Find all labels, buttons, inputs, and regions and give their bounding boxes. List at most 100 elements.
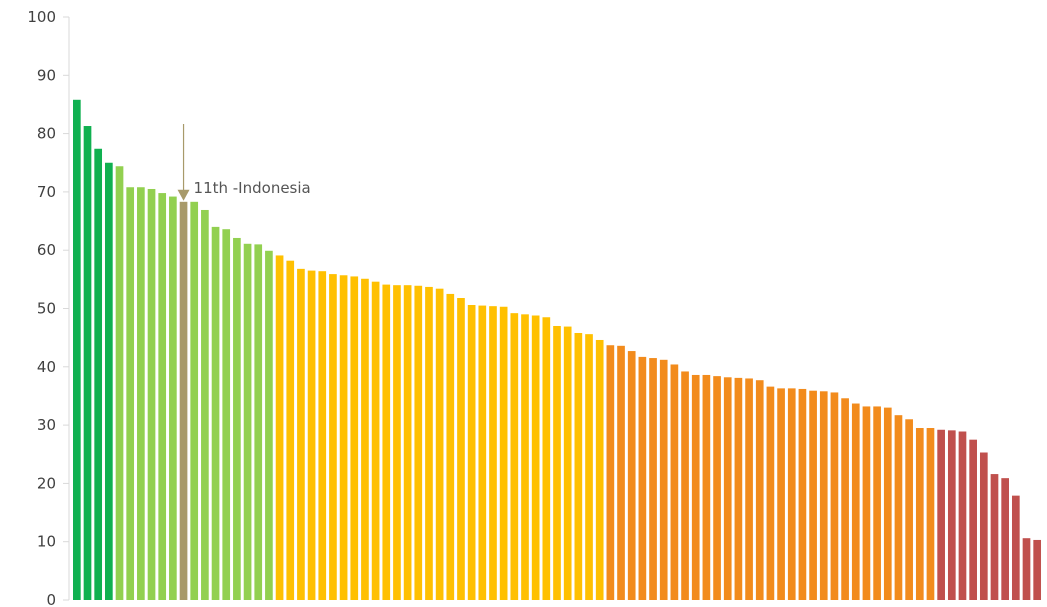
- bar: [830, 392, 839, 600]
- bar: [713, 376, 721, 600]
- y-tick-label: 10: [37, 533, 56, 551]
- bar: [937, 429, 945, 600]
- bar: [126, 187, 135, 601]
- bar: [894, 415, 903, 600]
- bar: [777, 388, 785, 600]
- bar: [585, 334, 593, 600]
- annotation-label: 11th -Indonesia: [194, 179, 311, 197]
- bar: [243, 243, 252, 601]
- bar: [158, 193, 167, 600]
- bar: [105, 162, 113, 600]
- bar: [403, 285, 412, 600]
- bar: [958, 431, 967, 600]
- bar: [681, 371, 689, 600]
- bar: [745, 378, 753, 600]
- bar: [457, 298, 465, 600]
- bar: [147, 188, 156, 601]
- bar: [755, 380, 764, 600]
- bar: [275, 255, 284, 600]
- bar: [595, 339, 604, 600]
- bar: [606, 345, 615, 600]
- bar: [329, 274, 337, 600]
- bar: [83, 126, 92, 601]
- bar: [969, 439, 977, 600]
- bar: [137, 187, 145, 601]
- bar: [723, 377, 732, 600]
- annotation-arrowhead: [177, 189, 190, 201]
- bar: [115, 166, 124, 600]
- bar: [254, 244, 263, 600]
- bar: [1033, 539, 1042, 600]
- bar: [873, 406, 881, 600]
- bar: [371, 281, 380, 600]
- bar: [979, 452, 988, 600]
- bar: [617, 345, 625, 600]
- bar: [627, 351, 636, 600]
- bar: [179, 201, 188, 600]
- bar: [297, 268, 305, 600]
- bar: [702, 374, 711, 600]
- bar: [446, 293, 455, 600]
- bar: [478, 305, 487, 600]
- bar: [809, 390, 817, 600]
- bar: [435, 288, 444, 600]
- bar: [1001, 478, 1009, 600]
- annotation: 11th -Indonesia: [177, 124, 311, 201]
- bar: [414, 285, 423, 600]
- y-tick-label: 100: [27, 8, 56, 26]
- bar: [659, 359, 668, 600]
- bar: [425, 286, 433, 600]
- bar: [862, 406, 871, 600]
- bar: [169, 196, 177, 600]
- y-tick-label: 80: [37, 125, 56, 143]
- bar: [339, 275, 348, 600]
- bar: [265, 250, 273, 600]
- bars: [73, 99, 1042, 601]
- y-tick-label: 50: [37, 300, 56, 318]
- bar: [638, 356, 647, 600]
- bar: [670, 364, 679, 600]
- bar: [691, 374, 700, 600]
- y-tick-label: 20: [37, 474, 56, 492]
- y-tick-label: 0: [46, 591, 56, 607]
- bar: [841, 398, 849, 600]
- y-tick-label: 90: [37, 66, 56, 84]
- bar: [915, 428, 924, 600]
- bar: [787, 388, 796, 600]
- bar: [553, 325, 561, 600]
- y-tick-label: 60: [37, 241, 56, 259]
- bar: [851, 403, 860, 600]
- bar: [531, 315, 540, 600]
- bar: [361, 278, 369, 600]
- bar: [393, 285, 401, 600]
- bar: [201, 209, 209, 600]
- bar: [563, 326, 572, 600]
- bar: [499, 306, 508, 600]
- bar: [574, 332, 583, 600]
- bar: [521, 314, 529, 600]
- bar: [819, 391, 828, 600]
- bar: [947, 430, 956, 600]
- bar: [94, 148, 103, 600]
- bar: [318, 271, 327, 600]
- bar: [190, 201, 199, 600]
- bar: [489, 306, 497, 600]
- bar: [990, 474, 999, 600]
- bar: [222, 229, 231, 600]
- bar: [542, 317, 551, 600]
- bar: [233, 237, 241, 600]
- bar: [905, 419, 913, 600]
- bar: [211, 226, 220, 600]
- bar: [649, 358, 657, 600]
- y-tick-label: 40: [37, 358, 56, 376]
- bar: [286, 260, 295, 600]
- bar: [766, 386, 775, 600]
- bar: [307, 270, 316, 600]
- y-axis: 0 10 20 30 40 50 60 70 80 90 100: [27, 8, 70, 607]
- bar: [926, 428, 935, 600]
- bar: [350, 276, 359, 600]
- bar: [382, 284, 391, 600]
- bar: [1011, 495, 1020, 600]
- bar: [1022, 538, 1031, 600]
